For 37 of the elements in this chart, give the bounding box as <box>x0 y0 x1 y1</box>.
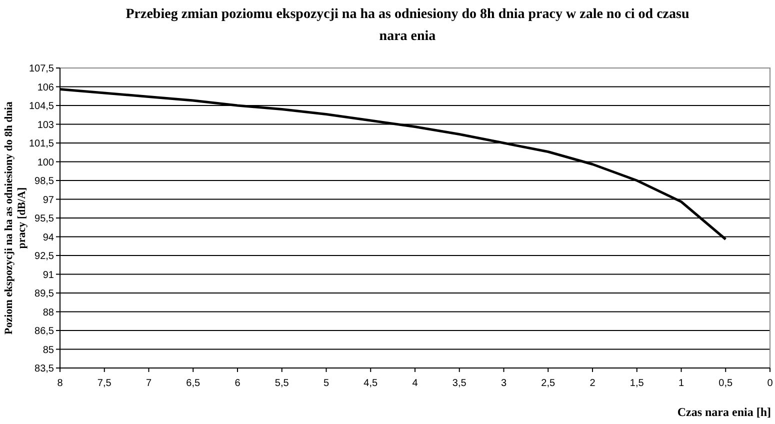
x-tick-label: 7,5 <box>97 378 112 389</box>
y-tick-label: 104,5 <box>28 101 54 112</box>
x-tick-label: 3,5 <box>452 378 467 389</box>
x-tick-label: 7 <box>146 378 152 389</box>
x-tick-label: 5,5 <box>274 378 290 389</box>
x-tick-label: 6,5 <box>186 378 201 389</box>
y-tick-label: 89,5 <box>34 288 54 300</box>
x-tick-label: 0,5 <box>718 378 734 389</box>
y-tick-label: 86,5 <box>34 326 54 337</box>
x-tick-label: 5 <box>323 378 330 389</box>
y-tick-label: 97 <box>42 194 54 206</box>
y-tick-label: 95,5 <box>34 214 54 224</box>
y-tick-label: 98,5 <box>34 176 54 187</box>
y-tick-label: 91 <box>42 270 54 281</box>
y-tick-label: 88 <box>42 307 54 318</box>
x-tick-label: 2 <box>590 378 596 389</box>
x-axis-title: Czas nara enia [h] <box>677 405 771 419</box>
x-tick-label: 4 <box>412 378 418 389</box>
x-tick-label: 8 <box>57 378 64 389</box>
x-tick-label: 6 <box>234 378 241 389</box>
y-tick-label: 94 <box>42 232 54 244</box>
x-tick-label: 1,5 <box>630 378 644 389</box>
x-tick-label: 4,5 <box>364 378 378 389</box>
y-tick-label: 103 <box>37 120 54 131</box>
y-tick-label: 83,5 <box>34 364 54 374</box>
y-axis-title: Poziom ekspozycji na ha as odniesiony do 8h dnia pracy [dB/A] <box>3 101 28 334</box>
y-tick-label: 85 <box>42 344 54 356</box>
y-tick-label: 101,5 <box>28 138 54 150</box>
y-tick-label: 100 <box>37 157 54 168</box>
y-tick-label: 106 <box>37 82 54 94</box>
x-tick-label: 0 <box>767 378 774 389</box>
y-tick-label: 92,5 <box>34 251 54 262</box>
y-tick-label: 107,5 <box>28 64 54 74</box>
x-tick-label: 2,5 <box>541 378 556 389</box>
chart-title: Przebieg zmian poziomu ekspozycji na ha as odniesiony do 8h dnia pracy w zale no ci od czasu nara enia <box>126 7 690 44</box>
x-tick-label: 1 <box>678 378 684 389</box>
x-tick-label: 3 <box>500 378 507 389</box>
